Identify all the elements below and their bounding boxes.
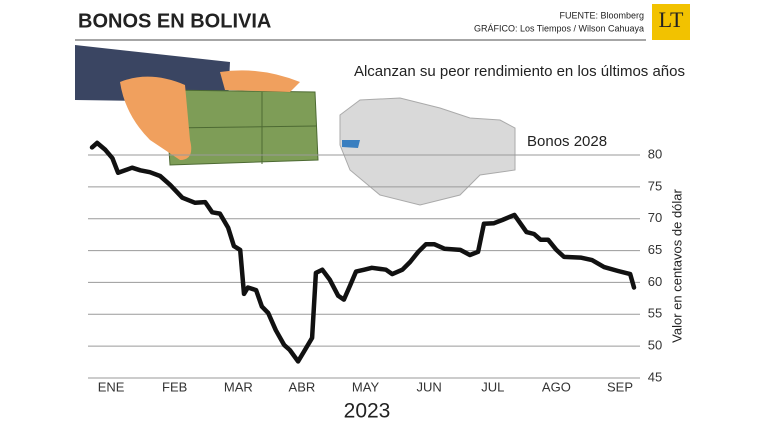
x-tick-label: SEP [607, 379, 633, 394]
y-tick-label: 75 [648, 178, 662, 193]
money-band [167, 125, 317, 129]
logo-box [652, 4, 690, 40]
x-tick-label: MAY [352, 379, 380, 394]
y-tick-label: 60 [648, 274, 662, 289]
hand [220, 70, 300, 92]
illustration [75, 45, 516, 206]
y-tick-label: 80 [648, 146, 662, 161]
y-tick-label: 50 [648, 338, 662, 353]
series-label: Bonos 2028 [527, 133, 607, 150]
y-tick-label: 70 [648, 210, 662, 225]
x-tick-label: JUL [481, 379, 504, 394]
x-tick-label: MAR [224, 379, 253, 394]
x-tick-label: ENE [98, 379, 125, 394]
source: FUENTE: Bloomberg [559, 10, 644, 20]
logo: LT [659, 7, 684, 32]
x-tick-label: JUN [417, 379, 442, 394]
map [339, 97, 516, 206]
sleeve [75, 45, 230, 102]
y-tick-label: 55 [648, 306, 662, 321]
map-lake [342, 140, 360, 148]
x-tick-label: FEB [162, 379, 187, 394]
x-tick-label: ABR [289, 379, 316, 394]
x-tick-label: AGO [542, 379, 571, 394]
chart-title: BONOS EN BOLIVIA [78, 10, 271, 32]
y-tick-label: 65 [648, 242, 662, 257]
subtitle: Alcanzan su peor rendimiento en los últi… [354, 63, 685, 80]
y-axis-label: Valor en centavos de dólar [669, 188, 684, 342]
hand [120, 76, 192, 160]
credit: GRÁFICO: Los Tiempos / Wilson Cahuaya [474, 23, 644, 33]
line [89, 140, 637, 364]
x-axis-label: 2023 [344, 400, 391, 423]
y-tick-label: 45 [648, 369, 662, 384]
